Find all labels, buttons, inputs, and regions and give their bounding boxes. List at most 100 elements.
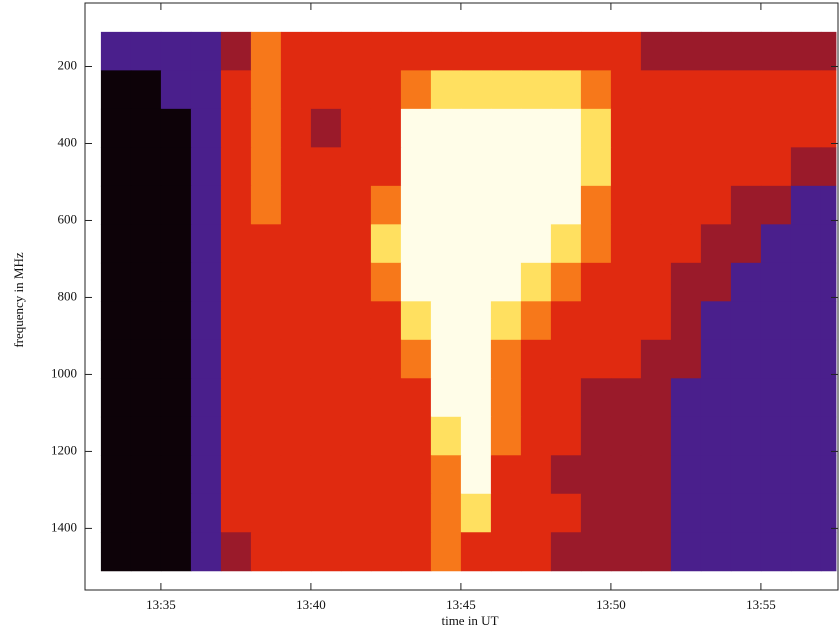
heatmap-cell xyxy=(130,301,162,341)
heatmap-cell xyxy=(310,262,342,302)
heatmap-cell xyxy=(280,108,312,148)
heatmap-cell xyxy=(160,262,192,302)
heatmap-cell xyxy=(640,31,672,71)
heatmap-cell xyxy=(820,108,837,148)
heatmap-cell xyxy=(790,262,822,302)
heatmap-cell xyxy=(730,224,762,264)
heatmap-cell xyxy=(700,147,732,187)
heatmap-cell xyxy=(190,31,222,71)
heatmap-cell xyxy=(640,339,672,379)
y-tick-label: 600 xyxy=(58,211,78,226)
heatmap-cell xyxy=(280,147,312,187)
heatmap-cell xyxy=(190,224,222,264)
heatmap-cell xyxy=(130,493,162,533)
heatmap-cell xyxy=(730,70,762,110)
heatmap-cell xyxy=(490,31,522,71)
heatmap-cell xyxy=(640,262,672,302)
heatmap-cell xyxy=(490,378,522,418)
heatmap-cell xyxy=(760,378,792,418)
heatmap-cell xyxy=(550,301,582,341)
heatmap-cell xyxy=(520,301,552,341)
heatmap-cell xyxy=(640,416,672,456)
heatmap-cell xyxy=(310,301,342,341)
heatmap-cell xyxy=(790,301,822,341)
heatmap-cell xyxy=(400,339,432,379)
heatmap-cell xyxy=(760,147,792,187)
heatmap-cell xyxy=(730,108,762,148)
heatmap-cell xyxy=(460,262,492,302)
heatmap-cell xyxy=(490,262,522,302)
heatmap-cell xyxy=(640,493,672,533)
heatmap-cell xyxy=(190,455,222,495)
heatmap-cell xyxy=(490,224,522,264)
heatmap-cell xyxy=(670,301,702,341)
heatmap-cell xyxy=(400,262,432,302)
heatmap-cell xyxy=(670,339,702,379)
heatmap-cell xyxy=(220,147,252,187)
heatmap-cell xyxy=(190,493,222,533)
heatmap-cell xyxy=(280,185,312,225)
heatmap-cell xyxy=(400,147,432,187)
heatmap-cell xyxy=(100,455,132,495)
heatmap-cell xyxy=(550,378,582,418)
heatmap-cell xyxy=(520,416,552,456)
heatmap-cell xyxy=(220,493,252,533)
heatmap-cell xyxy=(820,339,837,379)
heatmap-cell xyxy=(370,224,402,264)
heatmap-cell xyxy=(580,301,612,341)
heatmap-cell xyxy=(460,493,492,533)
heatmap-cell xyxy=(610,147,642,187)
y-tick-label: 1000 xyxy=(51,365,77,380)
heatmap-cell xyxy=(220,416,252,456)
heatmap-cell xyxy=(400,493,432,533)
heatmap-cell xyxy=(520,147,552,187)
heatmap-cell xyxy=(280,493,312,533)
heatmap-cell xyxy=(580,70,612,110)
x-tick-label: 13:50 xyxy=(596,597,626,612)
heatmap-cell xyxy=(730,262,762,302)
heatmap-cell xyxy=(400,301,432,341)
heatmap-cell xyxy=(460,378,492,418)
heatmap-cell xyxy=(160,147,192,187)
heatmap-cell xyxy=(550,70,582,110)
heatmap-cell xyxy=(130,416,162,456)
heatmap-cell xyxy=(640,70,672,110)
heatmap-cell xyxy=(490,455,522,495)
heatmap-cell xyxy=(250,70,282,110)
heatmap-cell xyxy=(520,185,552,225)
heatmap-cell xyxy=(460,31,492,71)
heatmap-cell xyxy=(610,532,642,572)
x-tick-label: 13:40 xyxy=(296,597,326,612)
heatmap-cell xyxy=(640,455,672,495)
heatmap-cell xyxy=(100,493,132,533)
heatmap-cell xyxy=(340,70,372,110)
heatmap-cell xyxy=(160,416,192,456)
y-tick-label: 200 xyxy=(58,57,78,72)
heatmap-cell xyxy=(730,147,762,187)
heatmap-cell xyxy=(430,532,462,572)
heatmap-cell xyxy=(220,185,252,225)
heatmap-cell xyxy=(820,147,837,187)
heatmap-cell xyxy=(550,416,582,456)
heatmap-cell xyxy=(670,262,702,302)
heatmap-cell xyxy=(250,416,282,456)
heatmap-cell xyxy=(520,532,552,572)
heatmap-cell xyxy=(460,70,492,110)
heatmap-cell xyxy=(760,224,792,264)
heatmap-cell xyxy=(730,455,762,495)
heatmap-cell xyxy=(460,416,492,456)
heatmap-cell xyxy=(400,532,432,572)
heatmap-cell xyxy=(220,31,252,71)
heatmap-cell xyxy=(520,70,552,110)
heatmap-cell xyxy=(460,108,492,148)
heatmap-cell xyxy=(250,147,282,187)
heatmap-cell xyxy=(160,339,192,379)
heatmap-cell xyxy=(430,108,462,148)
heatmap-cell xyxy=(400,455,432,495)
heatmap-cell xyxy=(700,378,732,418)
heatmap-cell xyxy=(580,185,612,225)
heatmap-cell xyxy=(250,455,282,495)
heatmap-cell xyxy=(460,224,492,264)
heatmap-cell xyxy=(520,455,552,495)
heatmap-cell xyxy=(490,185,522,225)
